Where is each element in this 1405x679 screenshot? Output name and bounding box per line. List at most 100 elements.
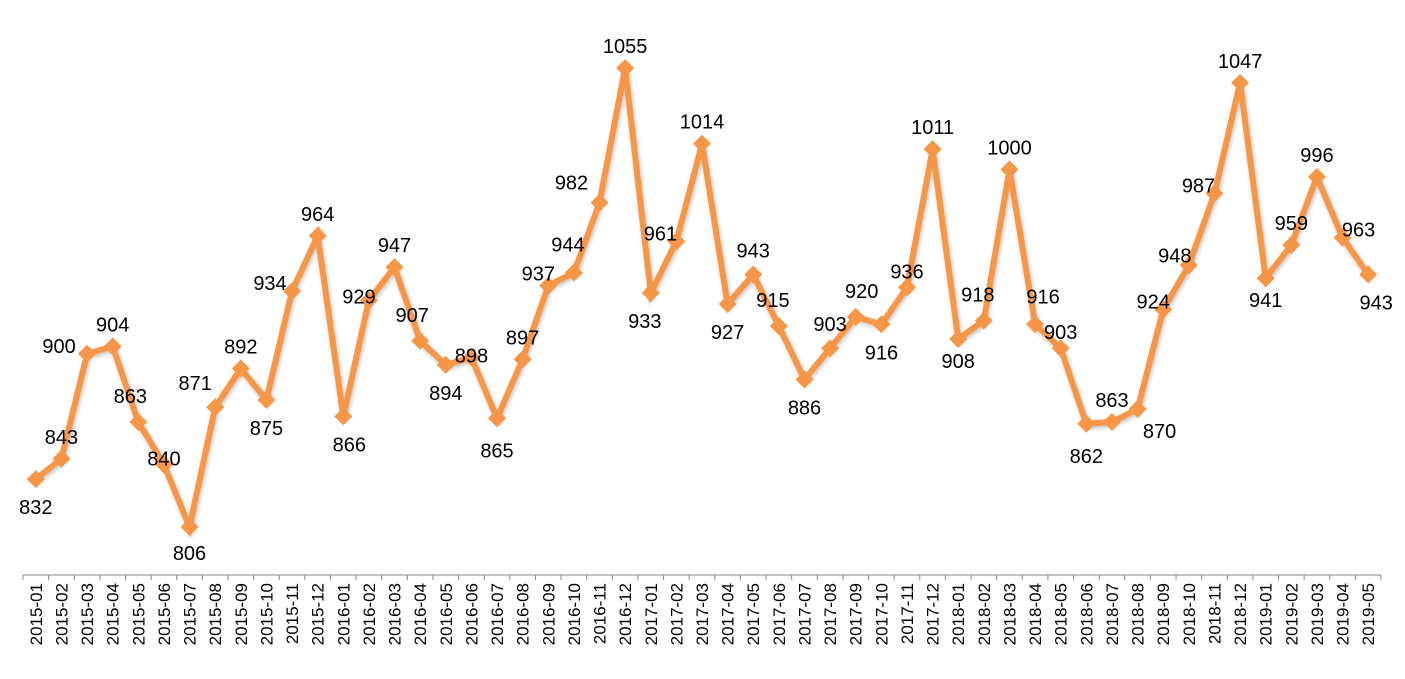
x-tick-label: 2016-09 bbox=[539, 583, 558, 645]
diamond-marker-icon bbox=[359, 291, 378, 310]
data-label: 924 bbox=[1137, 292, 1170, 314]
x-tick-label: 2018-02 bbox=[975, 583, 994, 645]
data-label: 943 bbox=[1360, 293, 1393, 315]
x-tick-label: 2018-06 bbox=[1077, 583, 1096, 645]
data-markers bbox=[26, 59, 1378, 536]
data-label: 959 bbox=[1275, 213, 1308, 235]
data-label: 904 bbox=[96, 314, 129, 336]
data-label: 866 bbox=[333, 434, 366, 456]
data-label: 840 bbox=[147, 448, 180, 470]
data-label: 1011 bbox=[911, 117, 954, 139]
diamond-marker-icon bbox=[26, 470, 45, 489]
diamond-marker-icon bbox=[231, 359, 250, 378]
x-tick-label: 2016-11 bbox=[591, 583, 610, 644]
x-tick-label: 2017-10 bbox=[872, 583, 891, 645]
x-tick-label: 2017-04 bbox=[719, 583, 738, 645]
data-label: 915 bbox=[756, 290, 789, 312]
data-label: 929 bbox=[342, 286, 375, 308]
diamond-marker-icon bbox=[488, 409, 507, 428]
x-tick-label: 2019-04 bbox=[1334, 583, 1353, 645]
x-tick-label: 2017-02 bbox=[667, 583, 686, 645]
x-tick-label: 2018-04 bbox=[1026, 583, 1045, 645]
diamond-marker-icon bbox=[283, 282, 302, 301]
data-label: 987 bbox=[1182, 175, 1215, 197]
x-tick-label: 2019-03 bbox=[1308, 583, 1327, 645]
data-label: 875 bbox=[250, 418, 283, 440]
data-label: 892 bbox=[224, 337, 257, 359]
data-label: 982 bbox=[555, 173, 588, 195]
x-tick-label: 2017-03 bbox=[693, 583, 712, 645]
diamond-marker-icon bbox=[846, 307, 865, 326]
x-tick-label: 2015-07 bbox=[181, 583, 200, 645]
data-label: 871 bbox=[179, 373, 212, 395]
x-tick-label: 2018-08 bbox=[1129, 583, 1148, 645]
x-tick-label: 2018-11 bbox=[1205, 583, 1224, 644]
data-label: 863 bbox=[114, 386, 147, 408]
data-label: 898 bbox=[455, 345, 488, 367]
data-label: 964 bbox=[301, 204, 334, 226]
x-tick-label: 2018-01 bbox=[949, 583, 968, 645]
x-tick-label: 2016-10 bbox=[565, 583, 584, 645]
x-tick-label: 2017-09 bbox=[847, 583, 866, 645]
x-tick-label: 2016-02 bbox=[360, 583, 379, 645]
diamond-marker-icon bbox=[1102, 412, 1121, 431]
x-tick-label: 2017-01 bbox=[642, 583, 661, 645]
x-tick-label: 2016-03 bbox=[386, 583, 405, 645]
x-axis-tick-labels: 2015-01 2015-02 2015-03 2015-04 2015-05 2015-… bbox=[27, 583, 1378, 645]
diamond-marker-icon bbox=[974, 311, 993, 330]
diamond-marker-icon bbox=[872, 315, 891, 334]
x-tick-label: 2018-12 bbox=[1231, 583, 1250, 645]
data-label: 863 bbox=[1095, 390, 1128, 412]
data-label: 894 bbox=[429, 383, 462, 405]
diamond-marker-icon bbox=[308, 226, 327, 245]
x-tick-label: 2015-06 bbox=[155, 583, 174, 645]
diamond-marker-icon bbox=[257, 390, 276, 409]
diamond-marker-icon bbox=[180, 518, 199, 536]
data-label: 933 bbox=[628, 311, 661, 333]
data-label: 900 bbox=[42, 336, 75, 358]
diamond-marker-icon bbox=[667, 232, 686, 251]
diamond-marker-icon bbox=[564, 263, 583, 282]
x-tick-label: 2015-11 bbox=[283, 583, 302, 644]
data-label: 865 bbox=[480, 440, 513, 462]
diamond-marker-icon bbox=[641, 283, 660, 302]
diamond-marker-icon bbox=[52, 449, 71, 468]
x-tick-label: 2015-01 bbox=[27, 583, 46, 645]
x-tick-label: 2019-02 bbox=[1282, 583, 1301, 645]
x-tick-label: 2015-09 bbox=[232, 583, 251, 645]
diamond-marker-icon bbox=[411, 331, 430, 350]
x-tick-label: 2016-04 bbox=[411, 583, 430, 645]
diamond-marker-icon bbox=[821, 339, 840, 358]
x-tick-label: 2015-02 bbox=[52, 583, 71, 645]
data-label: 903 bbox=[1044, 322, 1077, 344]
diamond-marker-icon bbox=[334, 407, 353, 426]
data-label: 963 bbox=[1342, 220, 1375, 242]
data-label: 920 bbox=[845, 281, 878, 303]
diamond-marker-icon bbox=[1282, 236, 1301, 255]
diamond-marker-icon bbox=[769, 317, 788, 336]
diamond-marker-icon bbox=[1051, 339, 1070, 358]
diamond-marker-icon bbox=[1128, 400, 1147, 419]
diamond-marker-icon bbox=[462, 348, 481, 367]
data-label: 916 bbox=[865, 342, 898, 364]
data-label: 916 bbox=[1026, 286, 1059, 308]
diamond-marker-icon bbox=[1000, 160, 1019, 179]
data-label: 943 bbox=[737, 241, 770, 263]
data-label: 927 bbox=[711, 322, 744, 344]
x-tick-label: 2015-08 bbox=[206, 583, 225, 645]
x-tick-label: 2016-08 bbox=[514, 583, 533, 645]
data-label: 996 bbox=[1300, 145, 1333, 167]
data-label: 1047 bbox=[1218, 51, 1263, 73]
diamond-marker-icon bbox=[1154, 300, 1173, 319]
data-label: 907 bbox=[396, 305, 429, 327]
x-tick-label: 2018-07 bbox=[1103, 583, 1122, 645]
x-axis bbox=[22, 574, 1382, 580]
data-label: 843 bbox=[45, 427, 78, 449]
x-tick-label: 2016-07 bbox=[488, 583, 507, 645]
data-label: 947 bbox=[378, 235, 411, 257]
x-tick-label: 2017-12 bbox=[924, 583, 943, 645]
data-label: 941 bbox=[1249, 290, 1282, 312]
diamond-marker-icon bbox=[1231, 73, 1250, 92]
diamond-marker-icon bbox=[154, 455, 173, 474]
